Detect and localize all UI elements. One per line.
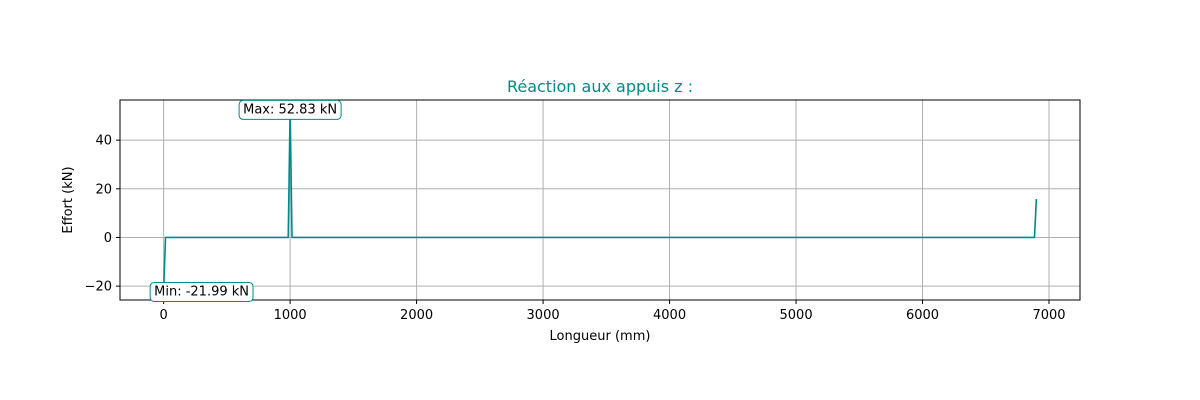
y-tick-label: 0: [104, 231, 112, 246]
x-tick-label: 0: [159, 308, 167, 323]
annotation-box: [238, 99, 342, 120]
x-tick-label: 3000: [527, 308, 560, 323]
x-tick-label: 2000: [400, 308, 433, 323]
x-tick-label: 4000: [653, 308, 686, 323]
annotations: Max: 52.83 kN Min: -21.99 kN: [149, 99, 342, 302]
y-tick-label: 20: [95, 182, 112, 197]
x-tick-label: 7000: [1032, 308, 1065, 323]
y-tick-label: −20: [85, 280, 112, 295]
x-axis-label: Longueur (mm): [550, 329, 651, 344]
x-tick-label: 5000: [780, 308, 813, 323]
annotation-box: [149, 281, 254, 302]
x-tick-label: 1000: [274, 308, 307, 323]
ticks: 0 1000 2000 3000 4000 5000 6000 7000 −20 0 20 40: [85, 134, 1066, 323]
y-axis-label: Effort (kN): [61, 166, 76, 233]
annotation-label: Min: -21.99 kN: [154, 284, 249, 299]
y-tick-label: 40: [95, 134, 112, 149]
x-tick-label: 6000: [906, 308, 939, 323]
annotation: Min: -21.99 kN: [149, 281, 254, 302]
annotation: Max: 52.83 kN: [238, 99, 342, 120]
annotation-label: Max: 52.83 kN: [243, 102, 337, 117]
plot-frame: [119, 99, 1081, 301]
chart-title: Réaction aux appuis z :: [507, 77, 693, 96]
